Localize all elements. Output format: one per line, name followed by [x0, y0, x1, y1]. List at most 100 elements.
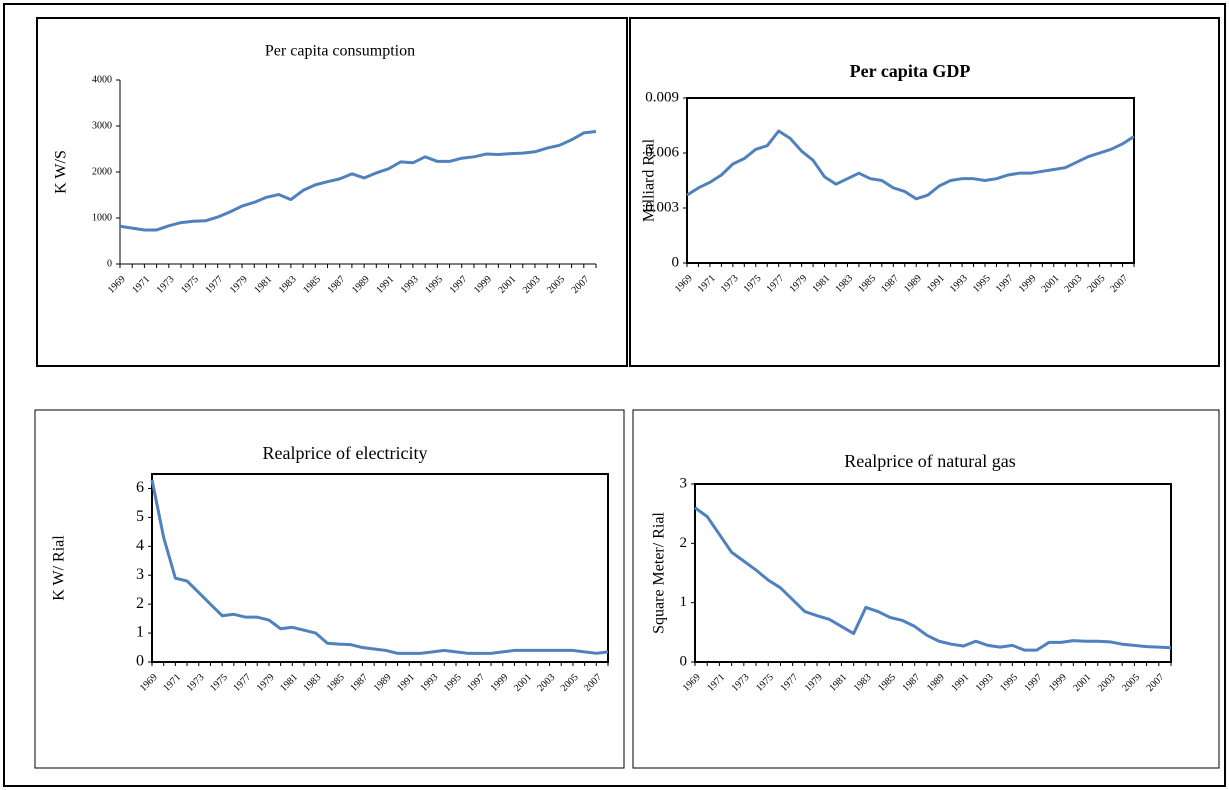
- x-tick-label: 1985: [856, 273, 878, 295]
- x-tick-label: 2005: [559, 672, 581, 694]
- x-tick-label: 1973: [155, 274, 177, 296]
- x-tick-label: 2001: [1071, 672, 1093, 694]
- x-tick-label: 1977: [778, 672, 800, 694]
- x-tick-label: 1975: [754, 672, 776, 694]
- x-tick-label: 1971: [696, 273, 718, 295]
- data-line: [150, 479, 609, 655]
- x-tick-label: 1981: [810, 273, 832, 295]
- plot-frame: [686, 97, 1135, 264]
- x-tick-label: 2007: [582, 672, 604, 694]
- x-tick-label: 1985: [876, 672, 898, 694]
- x-tick-label: 1983: [852, 672, 874, 694]
- x-tick-label: 2005: [1120, 672, 1142, 694]
- x-tick-label: 1987: [326, 274, 348, 296]
- y-tick-label: 2000: [92, 166, 112, 177]
- panel-frame: [632, 409, 1220, 769]
- y-tick-label: 0.003: [645, 199, 679, 215]
- y-tick-label: 4000: [92, 74, 112, 85]
- data-line: [119, 130, 597, 232]
- chart-title: Realprice of electricity: [263, 443, 428, 463]
- y-tick-label: 4: [136, 537, 144, 554]
- x-tick-label: 1981: [252, 274, 274, 296]
- x-tick-label: 1969: [138, 672, 160, 694]
- y-tick-label: 1: [680, 594, 688, 610]
- x-tick-label: 1983: [302, 672, 324, 694]
- x-tick-label: 1973: [730, 672, 752, 694]
- x-tick-label: 1995: [998, 672, 1020, 694]
- y-tick-label: 6: [136, 479, 144, 496]
- y-tick-label: 2: [680, 535, 688, 551]
- x-tick-label: 1997: [1023, 672, 1045, 694]
- x-tick-label: 1979: [787, 273, 809, 295]
- y-tick-label: 0: [107, 258, 112, 269]
- x-tick-label: 2003: [521, 274, 543, 296]
- panel-frame: [36, 17, 628, 367]
- x-tick-label: 1989: [902, 273, 924, 295]
- x-tick-label: 1995: [442, 672, 464, 694]
- y-tick-label: 2: [136, 595, 144, 612]
- x-tick-label: 1977: [231, 672, 253, 694]
- x-tick-label: 2007: [1145, 672, 1167, 694]
- x-tick-label: 1973: [719, 273, 741, 295]
- x-tick-label: 1983: [833, 273, 855, 295]
- x-tick-label: 1971: [705, 672, 727, 694]
- x-tick-label: 2001: [512, 672, 534, 694]
- x-tick-label: 1979: [255, 672, 277, 694]
- x-tick-label: 1979: [803, 672, 825, 694]
- x-tick-label: 1999: [1017, 273, 1039, 295]
- plot-frame: [694, 483, 1172, 663]
- x-tick-label: 1977: [765, 273, 787, 295]
- y-axis-label: K W/S: [53, 150, 70, 194]
- x-tick-label: 1975: [208, 672, 230, 694]
- data-line: [694, 506, 1172, 652]
- x-tick-label: 1989: [350, 274, 372, 296]
- x-tick-label: 1999: [472, 274, 494, 296]
- x-tick-label: 2005: [545, 274, 567, 296]
- x-tick-label: 1983: [277, 274, 299, 296]
- x-tick-label: 1995: [971, 273, 993, 295]
- x-tick-label: 1993: [948, 273, 970, 295]
- x-tick-label: 2007: [570, 274, 592, 296]
- x-tick-label: 1977: [203, 274, 225, 296]
- x-tick-label: 2005: [1085, 273, 1107, 295]
- x-tick-label: 1975: [179, 274, 201, 296]
- plot-frame: [151, 473, 609, 663]
- x-tick-label: 1975: [742, 273, 764, 295]
- x-tick-label: 1995: [423, 274, 445, 296]
- x-tick-label: 1999: [1047, 672, 1069, 694]
- x-tick-label: 2003: [1096, 672, 1118, 694]
- x-tick-label: 1987: [901, 672, 923, 694]
- x-tick-label: 1971: [161, 672, 183, 694]
- chart-title: Realprice of natural gas: [844, 451, 1015, 471]
- x-tick-label: 1981: [278, 672, 300, 694]
- y-tick-label: 0: [672, 254, 680, 270]
- y-tick-label: 5: [136, 508, 144, 525]
- x-tick-label: 1987: [348, 672, 370, 694]
- x-tick-label: 1989: [925, 672, 947, 694]
- x-tick-label: 1971: [130, 274, 152, 296]
- x-tick-label: 1969: [681, 672, 703, 694]
- y-tick-label: 0: [680, 653, 688, 669]
- x-tick-label: 1979: [228, 274, 250, 296]
- y-axis-label: K W/ Rial: [51, 535, 68, 601]
- x-tick-label: 1993: [418, 672, 440, 694]
- x-tick-label: 1991: [949, 672, 971, 694]
- x-tick-label: 1985: [301, 274, 323, 296]
- x-tick-label: 1997: [994, 273, 1016, 295]
- x-tick-label: 2003: [535, 672, 557, 694]
- y-tick-label: 0.009: [645, 89, 679, 105]
- x-tick-label: 2003: [1063, 273, 1085, 295]
- x-tick-label: 2001: [1040, 273, 1062, 295]
- chart-title: Per capita GDP: [850, 61, 971, 81]
- x-tick-label: 1999: [489, 672, 511, 694]
- x-tick-label: 1991: [374, 274, 396, 296]
- x-tick-label: 1985: [325, 672, 347, 694]
- x-tick-label: 1987: [879, 273, 901, 295]
- x-tick-label: 2001: [496, 274, 518, 296]
- x-tick-label: 1969: [106, 274, 128, 296]
- y-tick-label: 0: [136, 653, 144, 670]
- y-tick-label: 1000: [92, 212, 112, 223]
- data-line: [686, 129, 1135, 201]
- x-tick-label: 2007: [1108, 273, 1130, 295]
